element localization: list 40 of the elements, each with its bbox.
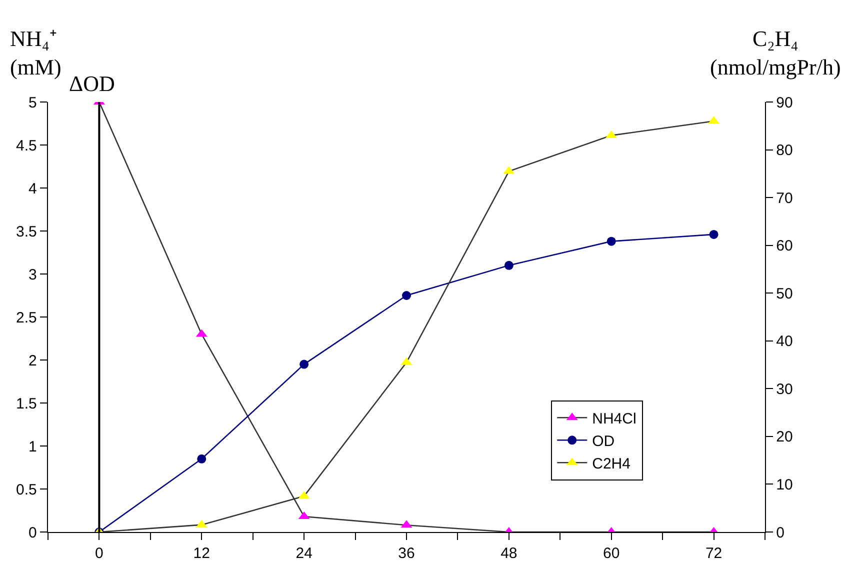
y2-tick-label: 50 bbox=[776, 285, 793, 302]
x-tick-label: 12 bbox=[193, 545, 210, 562]
x-tick-label: 48 bbox=[500, 545, 518, 562]
y2-axis-title: C₂H₄ (nmol/mgPr/h) bbox=[710, 26, 841, 80]
y-tick-label: 5 bbox=[28, 94, 37, 112]
y-tick-label: 2 bbox=[28, 352, 37, 370]
point bbox=[300, 360, 309, 369]
x-tick-label: 72 bbox=[705, 545, 722, 562]
y2-tick-label: 30 bbox=[776, 380, 793, 398]
y-axis-title: NH₄⁺ (mM) bbox=[10, 26, 62, 80]
x-tick-label: 0 bbox=[95, 545, 104, 562]
y2-tick-label: 10 bbox=[776, 476, 793, 494]
y-tick-label: 3 bbox=[28, 266, 37, 284]
point bbox=[402, 291, 411, 300]
point bbox=[504, 260, 514, 270]
x-tick-label: 36 bbox=[398, 545, 415, 562]
y-tick-label: 4 bbox=[28, 180, 37, 198]
y-tick-label: 1 bbox=[28, 438, 37, 456]
legend-label: C2H4 bbox=[592, 456, 630, 472]
y-tick-label: 1.5 bbox=[16, 395, 37, 412]
ref-line-label: ΔOD bbox=[69, 71, 115, 96]
point bbox=[197, 454, 206, 464]
legend-label: OD bbox=[592, 433, 615, 450]
y2-tick-label: 20 bbox=[776, 428, 793, 446]
y-tick-label: 2.5 bbox=[16, 309, 37, 326]
y-tick-label: 0 bbox=[28, 524, 37, 542]
x-tick-label: 60 bbox=[603, 545, 620, 562]
y-tick-label: 4.5 bbox=[16, 137, 37, 154]
y2-tick-label: 60 bbox=[776, 238, 793, 255]
y2-tick-label: 40 bbox=[776, 333, 793, 350]
x-tick-label: 24 bbox=[296, 545, 312, 562]
legend-label: NH4Cl bbox=[592, 410, 636, 428]
y2-tick-label: 0 bbox=[776, 524, 784, 542]
y2-tick-label: 80 bbox=[776, 142, 793, 160]
y2-tick-label: 70 bbox=[776, 190, 793, 207]
y-tick-label: 0.5 bbox=[16, 481, 37, 498]
y-tick-label: 3.5 bbox=[16, 223, 37, 240]
y2-tick-label: 90 bbox=[776, 94, 793, 112]
point bbox=[606, 236, 616, 246]
point bbox=[709, 230, 718, 239]
